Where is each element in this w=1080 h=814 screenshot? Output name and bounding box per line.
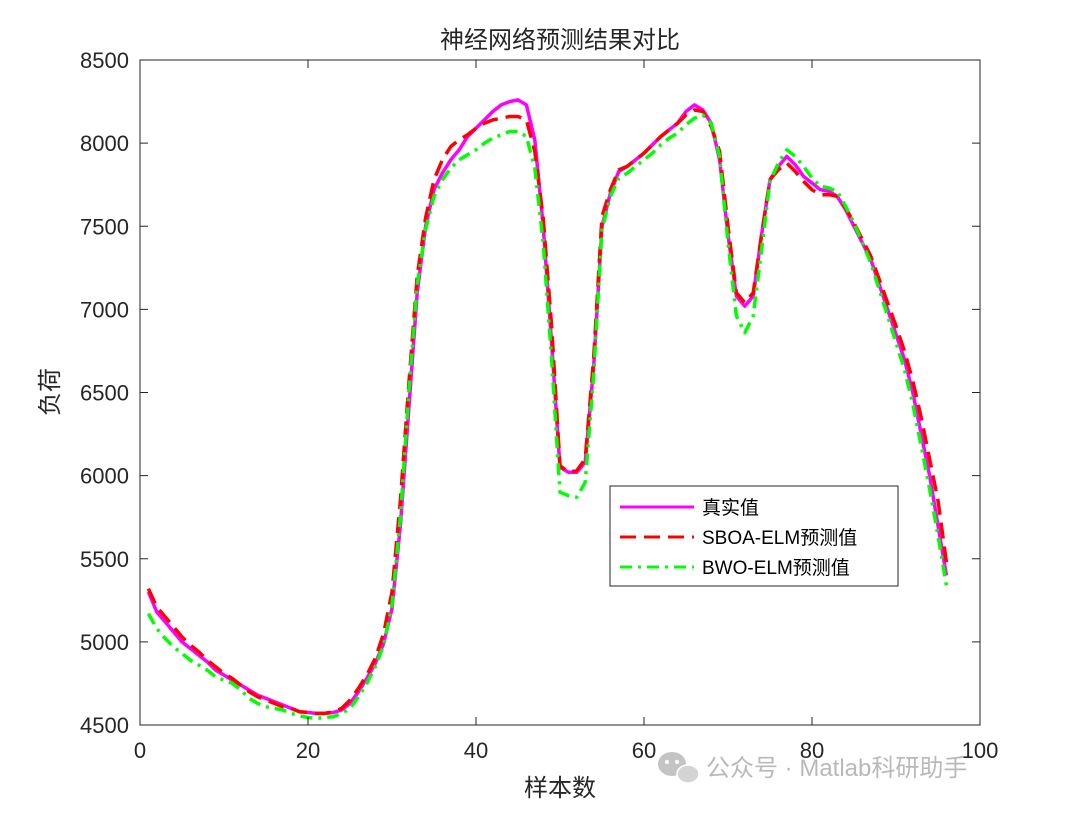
watermark: 公众号 · Matlab科研助手 — [658, 752, 967, 784]
y-tick-label: 5500 — [80, 547, 129, 572]
y-axis-title: 负荷 — [37, 368, 64, 416]
x-tick-label: 100 — [962, 738, 999, 763]
y-tick-label: 8500 — [80, 48, 129, 73]
y-tick-label: 5000 — [80, 630, 129, 655]
y-tick-label: 4500 — [80, 713, 129, 738]
y-tick-label: 6000 — [80, 464, 129, 489]
x-tick-label: 0 — [134, 738, 146, 763]
x-axis-title: 样本数 — [524, 775, 596, 802]
legend-label-true-value: 真实值 — [702, 497, 759, 519]
y-tick-label: 7000 — [80, 297, 129, 322]
series-line-sboa-elm — [146, 108, 949, 716]
series-layer — [146, 98, 949, 721]
legend: 真实值 SBOA-ELM预测值 BWO-ELM预测值 — [609, 485, 899, 587]
chart-title: 神经网络预测结果对比 — [440, 27, 680, 54]
tick-layer: 0 20 40 60 80 100 4500 5000 5500 6000 6500 7000 7500… — [80, 48, 998, 763]
plot-area — [140, 60, 980, 725]
watermark-text: 公众号 · Matlab科研助手 — [706, 755, 967, 782]
wechat-icon — [658, 752, 700, 784]
x-tick-label: 60 — [632, 738, 656, 763]
y-tick-label: 8000 — [80, 131, 129, 156]
y-tick-label: 7500 — [80, 214, 129, 239]
y-tick-label: 6500 — [80, 381, 129, 406]
legend-label-sboa-elm: SBOA-ELM预测值 — [702, 527, 857, 549]
x-tick-label: 80 — [800, 738, 824, 763]
series-line-bwo-elm — [146, 113, 949, 721]
x-tick-label: 20 — [296, 738, 320, 763]
legend-label-bwo-elm: BWO-ELM预测值 — [702, 557, 850, 579]
x-tick-label: 40 — [464, 738, 488, 763]
